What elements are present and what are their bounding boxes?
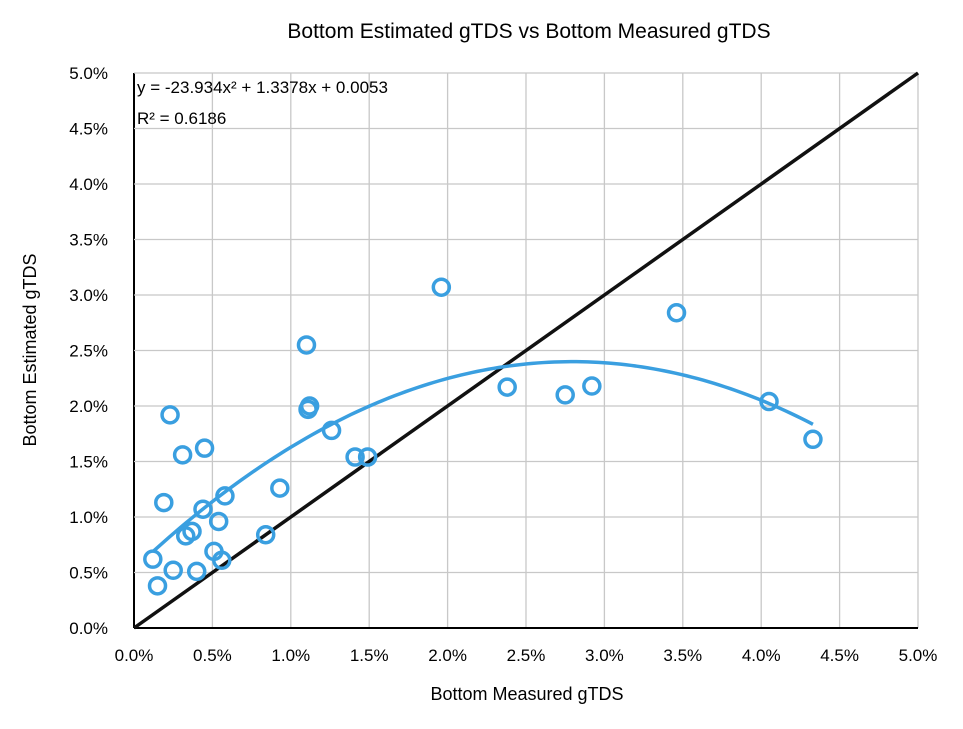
y-tick-label: 2.0% bbox=[69, 397, 108, 416]
data-point bbox=[143, 549, 163, 569]
data-point bbox=[345, 447, 365, 467]
y-tick-label: 3.5% bbox=[69, 231, 108, 250]
x-tick-label: 4.5% bbox=[820, 646, 859, 665]
x-tick-label: 3.5% bbox=[663, 646, 702, 665]
data-point bbox=[555, 385, 575, 405]
data-point bbox=[299, 396, 320, 416]
trendline-equation: y = -23.934x² + 1.3378x + 0.0053 bbox=[137, 78, 388, 97]
y-tick-label: 5.0% bbox=[69, 64, 108, 83]
chart-title: Bottom Estimated gTDS vs Bottom Measured… bbox=[287, 20, 770, 43]
y-tick-label: 0.5% bbox=[69, 564, 108, 583]
x-tick-label: 1.0% bbox=[271, 646, 310, 665]
trendline-r-squared: R² = 0.6186 bbox=[137, 109, 226, 128]
y-tick-label: 2.5% bbox=[69, 342, 108, 361]
data-point bbox=[172, 445, 193, 465]
data-point bbox=[270, 478, 290, 498]
data-point bbox=[215, 486, 235, 506]
y-tick-labels: 0.0% 0.5% 1.0% 1.5% 2.0% 2.5% 3.0% 3.5% 4.0% 4.5%… bbox=[69, 64, 108, 638]
data-point bbox=[212, 550, 232, 571]
data-point bbox=[160, 405, 180, 425]
data-point bbox=[759, 391, 779, 412]
data-point bbox=[163, 560, 183, 581]
reference-line-group bbox=[132, 71, 920, 630]
y-tick-label: 1.5% bbox=[69, 453, 108, 472]
x-tick-label: 2.0% bbox=[428, 646, 467, 665]
x-tick-label: 4.0% bbox=[742, 646, 781, 665]
data-point bbox=[497, 377, 517, 397]
data-point bbox=[296, 335, 317, 355]
data-point bbox=[255, 525, 276, 545]
data-point bbox=[182, 521, 202, 542]
data-point bbox=[431, 277, 452, 297]
data-point bbox=[193, 499, 213, 519]
x-tick-label: 0.5% bbox=[193, 646, 232, 665]
x-tick-labels: 0.0% 0.5% 1.0% 1.5% 2.0% 2.5% 3.0% 3.5% 4.0% 4.5%… bbox=[115, 646, 938, 665]
x-tick-label: 2.5% bbox=[507, 646, 546, 665]
y-tick-label: 0.0% bbox=[69, 619, 108, 638]
data-points bbox=[143, 277, 823, 596]
y-tick-label: 4.5% bbox=[69, 120, 108, 139]
data-point bbox=[208, 511, 229, 532]
x-tick-label: 5.0% bbox=[899, 646, 938, 665]
y-tick-label: 3.0% bbox=[69, 286, 108, 305]
data-point bbox=[154, 492, 174, 513]
y-tick-label: 4.0% bbox=[69, 175, 108, 194]
x-tick-label: 3.0% bbox=[585, 646, 624, 665]
grid-lines bbox=[133, 72, 919, 629]
x-tick-label: 0.0% bbox=[115, 646, 154, 665]
reference-line bbox=[132, 71, 920, 630]
data-point bbox=[186, 561, 207, 582]
data-point bbox=[666, 303, 687, 323]
y-tick-label: 1.0% bbox=[69, 508, 108, 527]
y-axis-title: Bottom Estimated gTDS bbox=[20, 253, 40, 446]
trendline bbox=[151, 359, 814, 554]
data-point bbox=[582, 376, 602, 396]
trendline-group bbox=[151, 359, 814, 554]
data-point bbox=[803, 429, 823, 450]
data-point bbox=[357, 447, 378, 467]
data-point bbox=[147, 576, 168, 596]
data-point bbox=[194, 438, 215, 458]
x-tick-label: 1.5% bbox=[350, 646, 389, 665]
data-point bbox=[321, 420, 342, 441]
x-axis-title: Bottom Measured gTDS bbox=[430, 684, 623, 704]
